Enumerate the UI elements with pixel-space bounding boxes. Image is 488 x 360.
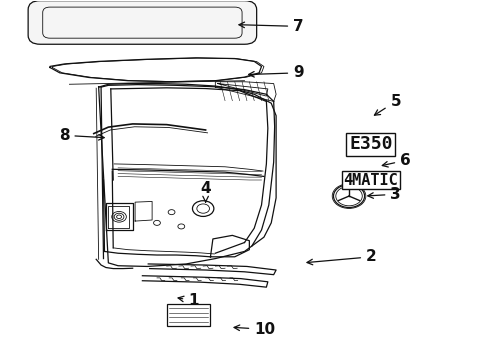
Text: 3: 3: [367, 187, 400, 202]
Text: 2: 2: [306, 249, 376, 265]
Bar: [166, 304, 210, 326]
Text: 8: 8: [59, 128, 104, 143]
Text: 10: 10: [234, 322, 275, 337]
Text: 4: 4: [200, 181, 210, 202]
FancyBboxPatch shape: [28, 1, 256, 44]
Text: E350: E350: [348, 135, 392, 153]
Text: 7: 7: [239, 19, 303, 34]
Text: 5: 5: [374, 94, 400, 115]
Text: 9: 9: [248, 65, 303, 80]
Text: 4MATIC: 4MATIC: [343, 172, 398, 188]
Text: 1: 1: [178, 293, 198, 308]
Text: 6: 6: [382, 153, 410, 168]
